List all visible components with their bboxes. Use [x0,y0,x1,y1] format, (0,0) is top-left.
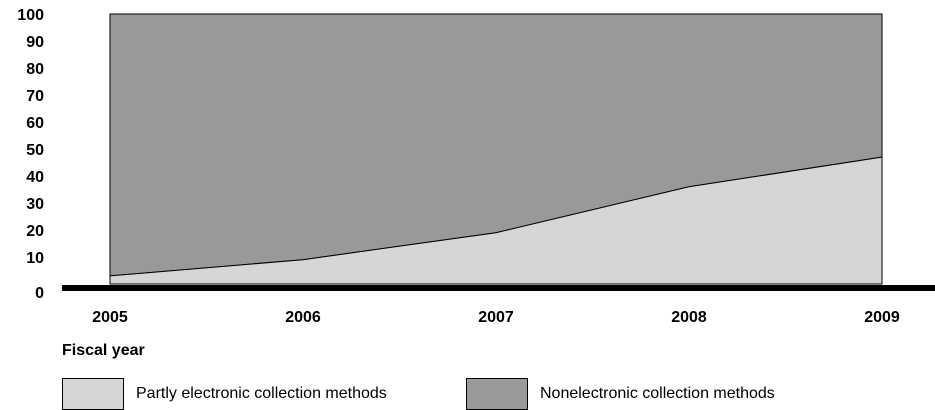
x-tick-label: 2009 [864,309,900,326]
y-tick-label: 0 [35,285,44,302]
area-partly-electronic [109,156,883,285]
y-tick-label: 10 [26,250,44,267]
x-axis-ticks: 2005 2006 2007 2008 2009 [92,309,900,326]
y-tick-label: 70 [26,88,44,105]
y-axis-ticks: 0 10 20 30 40 50 60 70 80 90 100 [17,7,44,302]
y-tick-label: 90 [26,34,44,51]
x-tick-label: 2005 [92,309,128,326]
y-tick-label: 80 [26,61,44,78]
legend-item-nonelectronic: Nonelectronic collection methods [466,378,775,410]
y-tick-label: 30 [26,196,44,213]
x-axis-label: Fiscal year [62,342,145,359]
y-tick-label: 40 [26,169,44,186]
y-tick-label: 50 [26,142,44,159]
y-tick-label: 100 [17,7,44,24]
legend-label-partly-electronic: Partly electronic collection methods [136,385,387,402]
legend-swatch-partly-electronic [62,378,124,410]
plot-area [109,13,883,285]
legend-swatch-nonelectronic [466,378,528,410]
y-tick-label: 20 [26,223,44,240]
legend-item-partly-electronic: Partly electronic collection methods [62,378,387,410]
x-tick-label: 2006 [285,309,321,326]
legend-label-nonelectronic: Nonelectronic collection methods [540,385,775,402]
y-tick-label: 60 [26,115,44,132]
x-tick-label: 2007 [478,309,514,326]
x-tick-label: 2008 [671,309,707,326]
